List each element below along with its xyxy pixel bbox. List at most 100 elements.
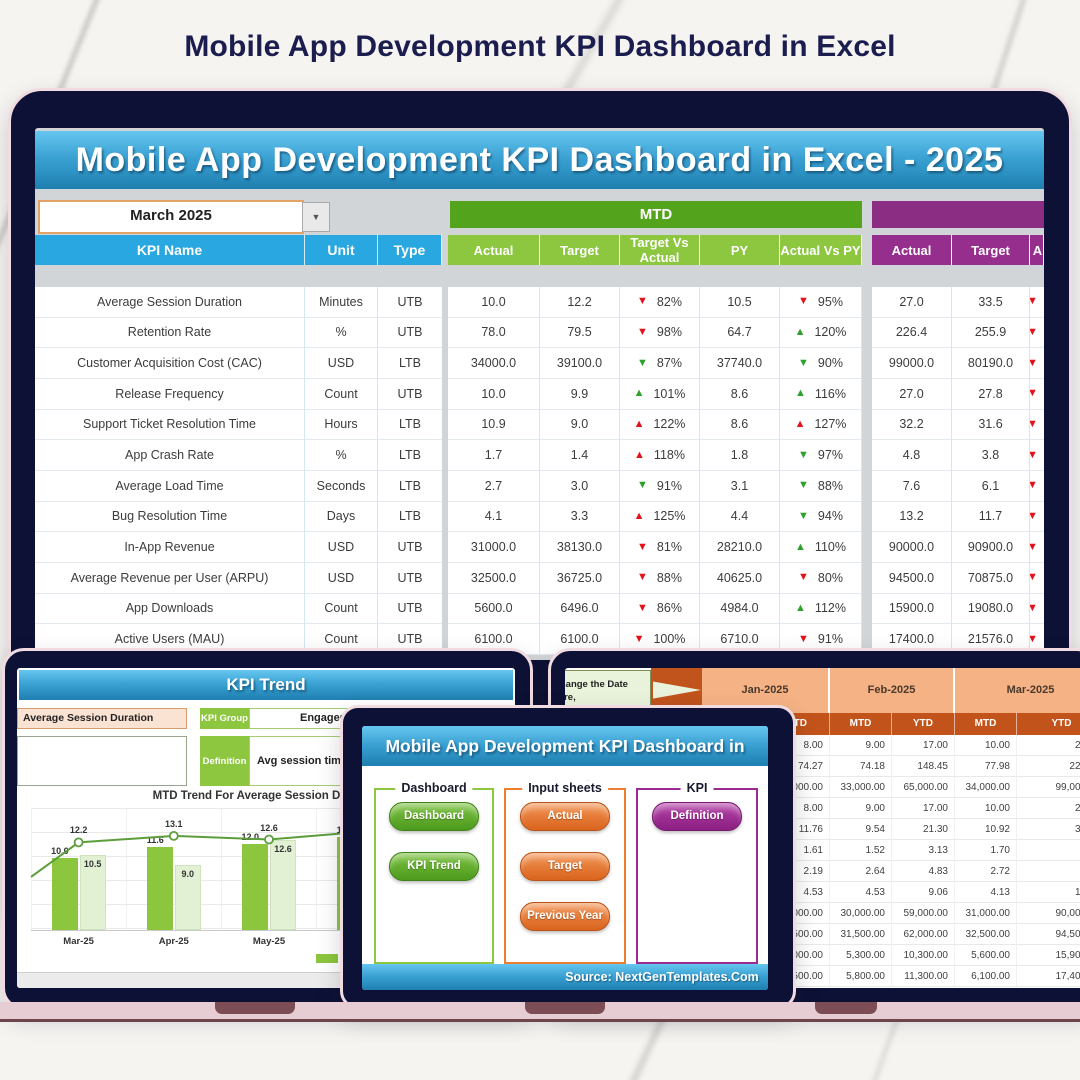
ytd-partial-cell: ▼ [1030, 409, 1044, 441]
column-gap [862, 563, 872, 594]
data-cell: 9.00 [830, 798, 892, 819]
mtd-actual-cell: 10.0 [448, 378, 540, 410]
actual-vs-py-cell: ▲ 112% [780, 593, 862, 625]
month-dropdown-button[interactable]: ▼ [302, 202, 330, 232]
mtd-actual-cell: 5600.0 [448, 593, 540, 625]
arrow-up-icon: ▲ [795, 601, 806, 614]
pct-value: 120% [814, 325, 847, 340]
arrow-partial-icon: ▼ [1030, 449, 1038, 461]
type-cell: UTB [378, 378, 442, 410]
data-cell: 1.52 [830, 840, 892, 861]
ytd-actual-cell: 7.6 [872, 470, 952, 502]
unit-cell: USD [305, 562, 378, 594]
py-cell: 4984.0 [700, 593, 780, 625]
type-cell: LTB [378, 440, 442, 471]
arrow-down-icon: ▼ [633, 632, 645, 645]
data-cell: 2.64 [830, 861, 892, 882]
arrow-partial-icon: ▼ [1030, 510, 1038, 522]
nav-button-dashboard[interactable]: Dashboard [389, 802, 479, 831]
data-cell: 4.83 [1017, 840, 1080, 861]
data-cell: 4.83 [892, 861, 955, 882]
target-data-label: 13.1 [165, 818, 183, 829]
data-cell: 5,300.00 [830, 945, 892, 966]
ytd-partial-cell: ▼ [1030, 562, 1044, 594]
arrow-down-icon: ▼ [798, 479, 809, 492]
data-cell: 30,000.00 [830, 903, 892, 924]
data-cell: 33,000.00 [830, 777, 892, 798]
target-vs-actual-cell: ▼ 81% [620, 532, 700, 563]
mtd-target-cell: 38130.0 [540, 532, 620, 563]
pct-value: 127% [814, 417, 847, 432]
kpi-name-selector[interactable]: Average Session Duration [17, 708, 187, 729]
mtd-actual-cell: 10.9 [448, 409, 540, 441]
target-data-label: 12.6 [260, 822, 278, 833]
pct-value: 90% [817, 356, 843, 371]
mtd-target-cell: 9.0 [540, 409, 620, 441]
pct-value: 116% [814, 386, 846, 401]
data-cell: 5,000.00 [765, 945, 830, 966]
pct-value: 101% [653, 386, 686, 401]
ytd-partial-cell: ▼ [1030, 378, 1044, 410]
ytd-section-band [872, 201, 1044, 228]
target-data-label: 12.2 [69, 825, 88, 836]
kpi-name-cell: Support Ticket Resolution Time [35, 409, 305, 441]
column-header: Unit [305, 235, 378, 265]
unit-cell: USD [305, 348, 378, 379]
pct-value: 87% [656, 356, 682, 371]
arrow-down-icon: ▼ [798, 632, 809, 645]
month-selector[interactable]: March 2025 [38, 200, 304, 234]
nav-button-kpi-trend[interactable]: KPI Trend [389, 852, 479, 881]
nav-button-definition[interactable]: Definition [652, 802, 742, 831]
data-cell: 10,300.00 [892, 945, 955, 966]
arrow-up-icon: ▲ [634, 448, 645, 461]
kpi-group-label: KPI Group [200, 708, 249, 729]
data-cell: 90,000.00 [1017, 903, 1080, 924]
ytd-actual-cell: 94500.0 [872, 562, 952, 594]
arrow-partial-icon: ▼ [1030, 633, 1038, 645]
target-vs-actual-cell: ▼ 98% [620, 317, 700, 349]
data-cell: 4.13 [955, 882, 1017, 903]
nav-button-target[interactable]: Target [520, 852, 610, 881]
mtd-actual-cell: 32500.0 [448, 562, 540, 594]
nav-screen: Mobile App Development KPI Dashboard in … [362, 726, 768, 990]
arrow-down-icon: ▼ [637, 356, 648, 369]
data-cell: 4.53 [765, 882, 830, 903]
py-cell: 1.8 [700, 440, 780, 471]
target-vs-actual-cell: ▲ 101% [620, 378, 700, 410]
arrow-down-icon: ▼ [798, 356, 809, 369]
data-cell: 226.43 [1017, 756, 1080, 777]
kpi-name-cell: Average Revenue per User (ARPU) [35, 562, 305, 594]
ytd-partial-cell: ▼ [1030, 287, 1044, 318]
arrow-partial-icon: ▼ [1030, 572, 1038, 583]
callout-line: Change the Date here, [565, 679, 628, 703]
x-axis-label: Apr-25 [158, 936, 189, 947]
ytd-target-cell: 70875.0 [952, 562, 1030, 594]
ytd-actual-cell: 27.0 [872, 287, 952, 318]
data-cell: 9.06 [892, 882, 955, 903]
arrow-down-icon: ▼ [637, 601, 648, 614]
column-header: Target Vs Actual [620, 235, 700, 265]
pct-value: 86% [656, 601, 682, 616]
data-cell: 9.00 [830, 735, 892, 756]
data-cell: 5,500.00 [765, 966, 830, 987]
data-cell: 10.92 [955, 819, 1017, 840]
kpi-table-header: KPI Name Unit Type Actual Target Target Vs Ac… [35, 235, 1044, 287]
target-marker [264, 834, 274, 845]
data-cell: 1.70 [955, 840, 1017, 861]
ytd-target-cell: 31.6 [952, 409, 1030, 441]
pct-value: 98% [656, 325, 682, 340]
column-gap [862, 594, 872, 625]
column-header: Actual [872, 235, 952, 265]
actual-vs-py-cell: ▼ 80% [780, 562, 862, 594]
mtd-actual-cell: 2.7 [448, 470, 540, 502]
nav-button-actual[interactable]: Actual [520, 802, 610, 831]
unit-cell: Count [305, 378, 378, 410]
data-cell: 6,100.00 [955, 966, 1017, 987]
ytd-target-cell: 3.8 [952, 440, 1030, 471]
py-bar [174, 865, 201, 930]
arrow-down-icon: ▼ [798, 571, 809, 584]
py-cell: 8.6 [700, 409, 780, 441]
main-tablet-frame: Mobile App Development KPI Dashboard in … [8, 88, 1072, 924]
nav-button-previous-year[interactable]: Previous Year [520, 902, 610, 931]
column-gap [862, 410, 872, 441]
